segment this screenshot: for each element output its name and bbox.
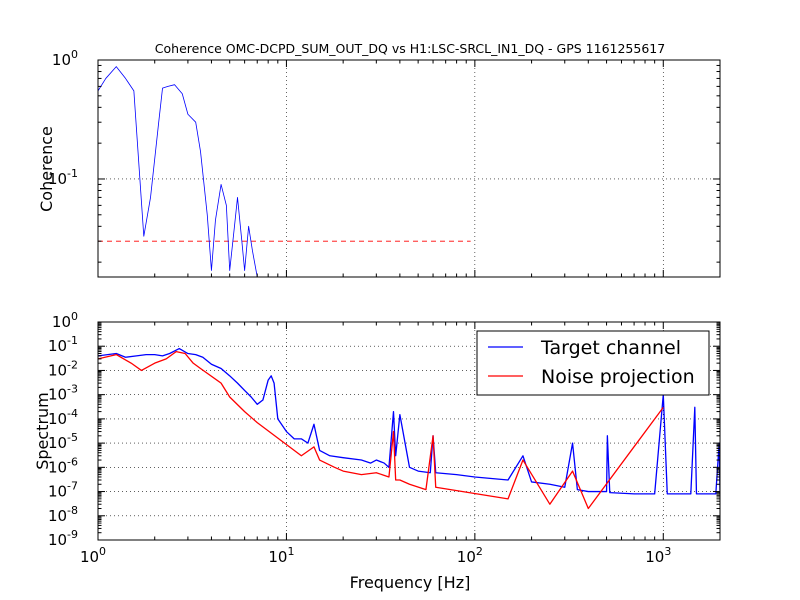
spectrum-ytick-label: 10-8 — [48, 504, 78, 525]
coherence-grid — [98, 60, 720, 277]
spectrum-ytick-label: 10-1 — [48, 334, 78, 355]
coherence-line-series-0 — [98, 66, 258, 277]
coherence-panel: Coherence OMC-DCPD_SUM_OUT_DQ vs H1:LSC-… — [37, 41, 721, 278]
spectrum-data — [98, 347, 720, 510]
coherence-data — [98, 66, 471, 277]
coherence-ytick-label: 100 — [52, 48, 78, 69]
spectrum-line-target-channel — [98, 347, 720, 495]
spectrum-xtick-label: 103 — [645, 545, 671, 566]
spectrum-ytick-label: 100 — [52, 310, 78, 331]
coherence-axes-frame — [97, 59, 721, 278]
spectrum-series-group — [98, 347, 720, 510]
legend-label-noise-projection: Noise projection — [541, 366, 695, 388]
coherence-ylabel: Coherence — [37, 126, 56, 212]
spectrum-ylabel: Spectrum — [33, 392, 52, 470]
spectrum-line-noise-projection — [98, 350, 664, 510]
coherence-title: Coherence OMC-DCPD_SUM_OUT_DQ vs H1:LSC-… — [155, 41, 665, 56]
spectrum-ytick-label: 10-6 — [48, 455, 78, 476]
spectrum-xlabel: Frequency [Hz] — [350, 573, 471, 592]
coherence-ticks: 10-1 100 — [48, 48, 720, 277]
spectrum-ytick-label: 10-3 — [48, 383, 78, 404]
coherence-series-group — [98, 66, 471, 277]
coherence-ytick-label: 10-1 — [48, 167, 78, 188]
spectrum-ytick-label: 10-7 — [48, 480, 78, 501]
spectrum-ytick-label: 10-2 — [48, 358, 78, 379]
legend-box — [476, 330, 710, 396]
spectrum-ytick-label: 10-4 — [48, 407, 78, 428]
spectrum-legend: Target channel Noise projection — [476, 330, 710, 396]
spectrum-panel: 10-9 10-8 10-7 10-6 10-5 10-4 10-3 10-2 10-1 100 1… — [33, 310, 721, 592]
coherence-plot-area — [98, 60, 720, 277]
spectrum-ticks: 10-9 10-8 10-7 10-6 10-5 10-4 10-3 10-2 10-1 100 1… — [48, 310, 720, 566]
spectrum-ytick-label: 10-9 — [48, 528, 78, 549]
legend-label-target-channel: Target channel — [540, 337, 681, 359]
spectrum-xtick-label: 102 — [457, 545, 483, 566]
spectrum-axes-frame — [97, 321, 721, 541]
spectrum-xtick-label: 100 — [80, 545, 106, 566]
spectrum-xtick-label: 101 — [268, 545, 294, 566]
spectrum-ytick-label: 10-5 — [48, 431, 78, 452]
